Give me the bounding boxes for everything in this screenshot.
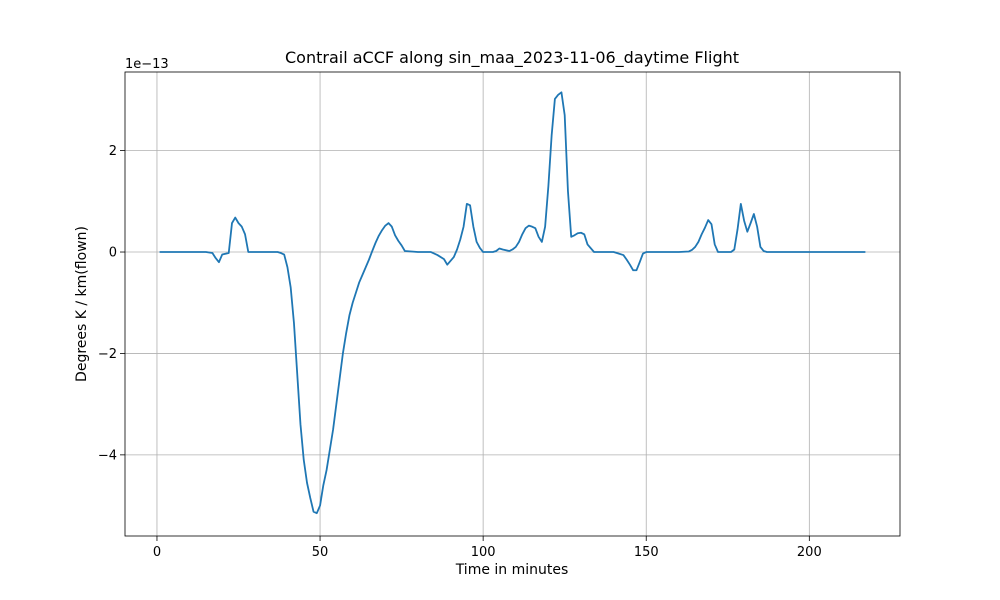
- y-tick-label: 2: [109, 144, 117, 159]
- y-axis-label: Degrees K / km(flown): [74, 226, 90, 382]
- x-tick-label: 50: [312, 545, 329, 560]
- plot-frame: [124, 71, 901, 537]
- x-axis-ticks: 0 50 100 150 200: [153, 536, 822, 560]
- x-axis-label: Time in minutes: [455, 562, 569, 578]
- y-tick-label: 0: [109, 246, 117, 261]
- chart-title: Contrail aCCF along sin_maa_2023-11-06_d…: [285, 48, 739, 68]
- grid-lines: [125, 72, 900, 536]
- series-line: [159, 91, 866, 515]
- x-tick-label: 150: [634, 545, 659, 560]
- x-tick-label: 0: [153, 545, 161, 560]
- y-tick-label: −4: [98, 448, 117, 463]
- y-axis-offset-label: 1e−13: [125, 57, 169, 72]
- x-tick-label: 100: [471, 545, 496, 560]
- y-tick-label: −2: [98, 347, 117, 362]
- series-group: [159, 91, 866, 515]
- x-tick-label: 200: [797, 545, 822, 560]
- y-axis-ticks: −4 −2 0 2: [98, 144, 125, 463]
